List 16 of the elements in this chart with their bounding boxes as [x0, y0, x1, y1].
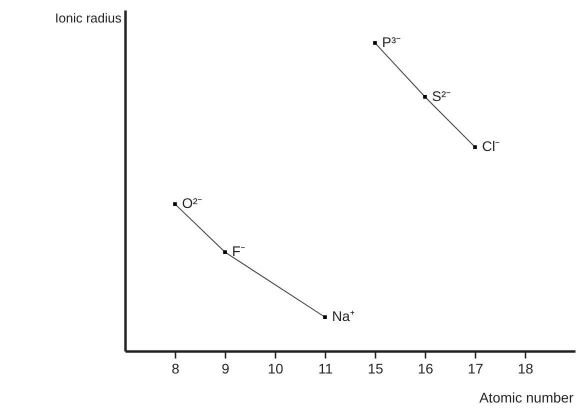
annotation: F⁻: [232, 243, 246, 260]
annotation: O²⁻: [182, 195, 203, 212]
x-tick-label: 18: [518, 360, 534, 376]
x-tick-label: 9: [222, 360, 230, 376]
x-axis-title: Atomic number: [479, 390, 574, 406]
x-tick-label: 10: [268, 360, 284, 376]
x-tick-label: 8: [172, 360, 180, 376]
y-axis-title: Ionic radius: [55, 10, 122, 26]
annotation: Na⁺: [332, 308, 355, 324]
x-tick-label: 15: [368, 360, 384, 376]
annotation: S²⁻: [432, 88, 451, 104]
x-tick-label: 11: [318, 360, 333, 376]
annotation: Cl⁻: [482, 138, 500, 154]
annotation: P³⁻: [382, 34, 401, 50]
x-tick-label: 17: [468, 360, 484, 376]
x-tick-label: 16: [418, 360, 434, 376]
